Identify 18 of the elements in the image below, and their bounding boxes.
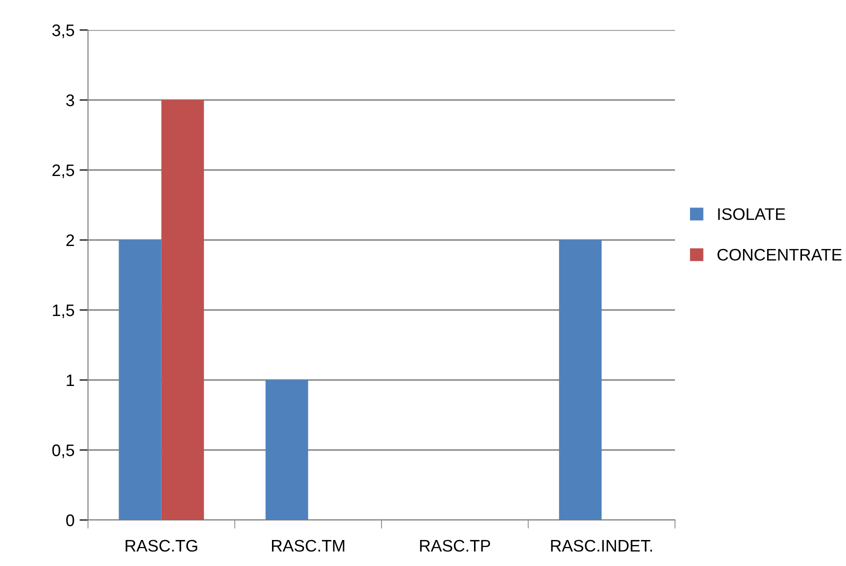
y-tick-label: 2 xyxy=(66,234,74,246)
y-tick-label: 3,5 xyxy=(52,24,74,38)
y-tick-label: 1 xyxy=(66,374,74,386)
x-tick-label: RASC.TG xyxy=(126,540,198,552)
legend-label: ISOLATE xyxy=(718,208,786,220)
y-tick-label: 1,5 xyxy=(52,304,74,318)
x-tick-label: RASC.INDET. xyxy=(551,540,652,552)
x-tick-label: RASC.TM xyxy=(272,540,344,552)
bar xyxy=(559,240,602,520)
bar xyxy=(161,100,204,520)
y-tick-label: 0,5 xyxy=(52,444,74,458)
bar xyxy=(266,380,308,520)
legend-label: CONCENTRATE xyxy=(718,248,842,261)
y-tick-label: 0 xyxy=(66,514,74,526)
y-tick-label: 2,5 xyxy=(52,164,74,178)
y-tick-label: 3 xyxy=(66,94,74,106)
bar xyxy=(118,240,162,520)
x-tick-label: RASC.TP xyxy=(420,540,490,552)
